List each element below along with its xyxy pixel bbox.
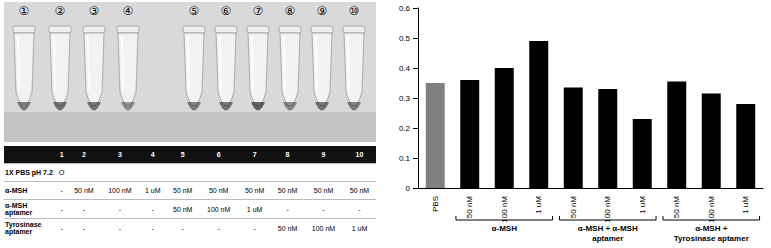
svg-text:1 uM: 1 uM [638, 196, 647, 214]
svg-text:50 nM: 50 nM [569, 196, 578, 219]
svg-text:50 nM: 50 nM [465, 196, 474, 219]
html-text:50 nM: 50 nM [173, 205, 193, 213]
html-text:4: 4 [150, 151, 155, 158]
svg-text:③: ③ [89, 4, 100, 18]
html-text:50 nM: 50 nM [244, 187, 265, 194]
html-text:1 uM: 1 uM [145, 187, 161, 194]
svg-text:PBS: PBS [431, 196, 440, 212]
html-text:50 nM: 50 nM [349, 187, 370, 194]
html-text:100 nM: 100 nM [108, 187, 132, 194]
svg-text:⑧: ⑧ [285, 4, 296, 18]
svg-text:⑩: ⑩ [349, 4, 360, 18]
html-text:2: 2 [82, 151, 86, 158]
html-text:6: 6 [216, 151, 221, 158]
html-text:α-MSH: α-MSH [5, 187, 28, 194]
html-text:1 uM: 1 uM [351, 224, 368, 232]
svg-text:Tyrosinase aptamer: Tyrosinase aptamer [674, 234, 749, 243]
svg-text:0: 0 [406, 184, 411, 193]
html-text:50 nM: 50 nM [208, 187, 229, 194]
html-text:7: 7 [252, 151, 257, 158]
svg-text:④: ④ [123, 4, 134, 18]
svg-text:⑦: ⑦ [253, 4, 264, 18]
html-text:100 nM: 100 nM [311, 224, 336, 232]
html-text:Tyrosinase aptamer: Tyrosinase aptamer [5, 221, 42, 235]
svg-text:1 uM: 1 uM [741, 196, 750, 214]
svg-text:α-MSH + α-MSH: α-MSH + α-MSH [578, 224, 638, 233]
svg-text:aptamer: aptamer [592, 234, 623, 243]
html-text:50 nM: 50 nM [173, 187, 193, 194]
svg-text:100 nM: 100 nM [603, 196, 612, 223]
svg-text:1 uM: 1 uM [534, 196, 543, 214]
svg-text:②: ② [55, 4, 66, 18]
svg-text:100 nM: 100 nM [500, 196, 509, 223]
svg-text:⑨: ⑨ [317, 4, 328, 18]
html-text:5: 5 [180, 151, 185, 158]
svg-text:0.2: 0.2 [399, 124, 411, 133]
html-text:50 nM: 50 nM [74, 187, 94, 194]
svg-text:0.5: 0.5 [399, 34, 411, 43]
svg-text:0.1: 0.1 [399, 154, 411, 163]
html-text:1: 1 [59, 151, 64, 158]
svg-text:50 nM: 50 nM [672, 196, 681, 219]
html-text:50 nM: 50 nM [277, 224, 298, 232]
svg-text:100 nM: 100 nM [707, 196, 716, 223]
svg-text:①: ① [19, 4, 30, 18]
html-text:1X PBS pH 7.2: 1X PBS pH 7.2 [5, 169, 53, 176]
html-text:9: 9 [321, 151, 326, 158]
svg-text:0.3: 0.3 [399, 94, 411, 103]
html-text:10: 10 [355, 151, 364, 158]
svg-text:0.4: 0.4 [399, 64, 411, 73]
svg-text:0.6: 0.6 [399, 4, 411, 13]
html-text:50 nM: 50 nM [277, 187, 298, 194]
html-text:100 nM: 100 nM [207, 205, 231, 213]
html-text:α-MSH aptamer: α-MSH aptamer [5, 202, 33, 216]
html-text:O: O [59, 169, 65, 176]
html-text:3: 3 [117, 151, 122, 158]
svg-text:α-MSH +: α-MSH + [695, 224, 728, 233]
html-text:50 nM: 50 nM [313, 187, 334, 194]
svg-text:α-MSH: α-MSH [492, 224, 518, 233]
html-text:8: 8 [285, 151, 290, 158]
svg-text:⑥: ⑥ [221, 4, 232, 18]
html-text:1 uM: 1 uM [246, 205, 263, 213]
svg-text:⑤: ⑤ [189, 4, 200, 18]
